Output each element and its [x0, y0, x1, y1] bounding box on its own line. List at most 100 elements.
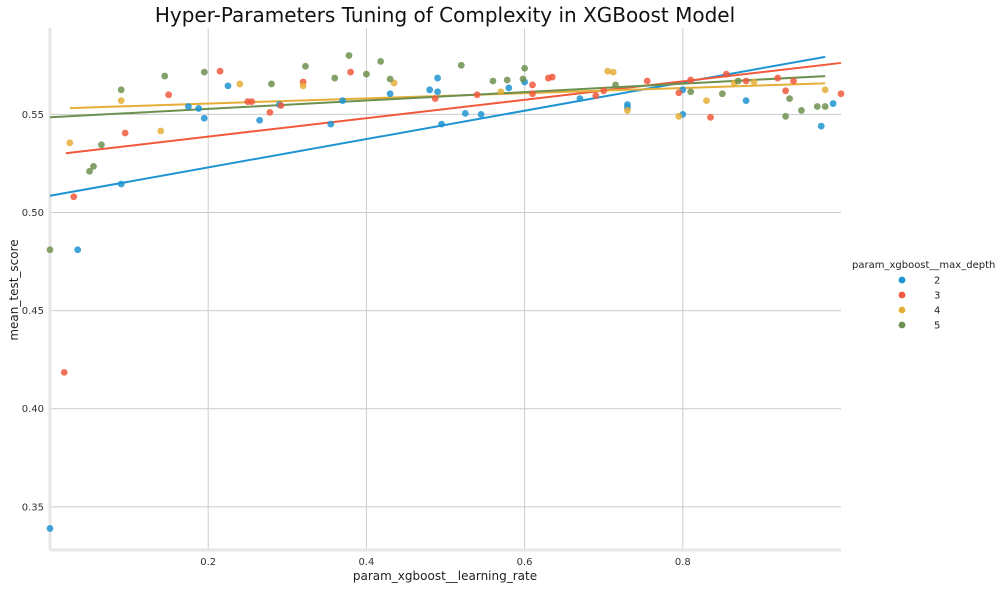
- data-point-5: [268, 80, 275, 88]
- data-point-5: [90, 162, 97, 170]
- y-tick-label: 0.55: [22, 110, 44, 121]
- data-point-3: [742, 77, 750, 85]
- data-point-3: [592, 92, 600, 100]
- data-point-3: [70, 193, 78, 201]
- data-point-2: [74, 246, 82, 254]
- data-point-5: [302, 62, 309, 70]
- data-point-2: [256, 116, 264, 124]
- data-point-5: [734, 77, 742, 85]
- legend-label-5: 5: [934, 321, 940, 332]
- data-point-3: [266, 108, 274, 116]
- data-point-5: [782, 112, 790, 120]
- data-point-2: [386, 90, 394, 98]
- data-point-3: [675, 89, 683, 97]
- trend-line-3: [65, 61, 842, 155]
- data-point-3: [790, 77, 797, 85]
- y-tick-label: 0.40: [22, 404, 44, 415]
- data-point-3: [782, 87, 790, 95]
- y-tick-label: 0.45: [22, 306, 44, 317]
- data-point-2: [742, 97, 750, 105]
- axes: [48, 28, 841, 552]
- data-point-3: [529, 90, 536, 98]
- data-point-4: [609, 68, 617, 76]
- data-point-5: [718, 90, 726, 98]
- data-point-5: [489, 77, 497, 85]
- data-point-5: [457, 61, 465, 69]
- data-point-3: [248, 98, 256, 105]
- data-point-3: [643, 77, 651, 85]
- data-point-5: [521, 64, 528, 72]
- legend-label-4: 4: [934, 306, 940, 317]
- data-point-5: [612, 81, 619, 89]
- data-point-4: [497, 88, 505, 96]
- legend-marker-3: [898, 291, 906, 299]
- data-point-2: [505, 84, 513, 92]
- data-point-3: [722, 70, 730, 78]
- data-point-5: [503, 76, 511, 84]
- data-point-3: [473, 91, 481, 99]
- tick-labels: 0.2 0.4 0.6 0.8 0.35 0.40 0.45 0.50 0.55: [22, 110, 691, 568]
- data-point-4: [604, 67, 612, 75]
- data-point-2: [438, 120, 445, 128]
- data-point-5: [98, 141, 105, 149]
- data-point-2: [477, 110, 485, 118]
- data-point-5: [813, 103, 821, 110]
- data-point-3: [121, 129, 129, 137]
- data-point-5: [200, 68, 208, 76]
- data-point-2: [185, 103, 192, 110]
- trend-lines: [49, 55, 842, 197]
- data-point-3: [60, 369, 68, 376]
- data-point-3: [600, 87, 608, 95]
- data-point-2: [576, 95, 584, 103]
- chart-title: Hyper-Parameters Tuning of Complexity in…: [155, 3, 735, 27]
- data-point-2: [624, 101, 631, 108]
- x-tick-label: 0.8: [675, 557, 691, 568]
- data-point-2: [434, 88, 441, 96]
- data-point-3: [837, 90, 845, 98]
- data-point-4: [299, 82, 307, 90]
- data-point-5: [687, 88, 695, 96]
- data-point-5: [345, 52, 353, 59]
- data-point-5: [519, 75, 527, 83]
- legend: param_xgboost__max_depth 2 3 4 5: [852, 260, 995, 332]
- data-point-5: [86, 167, 93, 175]
- data-point-4: [66, 139, 74, 147]
- data-point-5: [386, 75, 394, 83]
- data-point-5: [117, 86, 125, 94]
- data-point-4: [675, 112, 683, 120]
- data-point-5: [798, 107, 805, 114]
- legend-marker-4: [898, 306, 906, 314]
- data-point-4: [750, 78, 758, 86]
- y-tick-label: 0.50: [22, 208, 44, 219]
- y-tick-label: 0.35: [22, 502, 44, 513]
- data-points: [46, 52, 845, 532]
- data-point-2: [817, 122, 825, 130]
- data-point-5: [786, 95, 793, 103]
- data-point-2: [461, 109, 469, 117]
- data-point-4: [157, 127, 165, 135]
- data-point-3: [347, 68, 354, 76]
- data-point-2: [434, 74, 441, 82]
- data-point-4: [821, 86, 829, 94]
- data-point-5: [46, 246, 54, 254]
- y-axis-label: mean_test_score: [7, 239, 21, 340]
- legend-marker-5: [898, 321, 906, 329]
- data-point-5: [161, 72, 169, 80]
- data-point-2: [195, 105, 203, 112]
- data-point-2: [339, 97, 347, 105]
- data-point-2: [117, 180, 125, 188]
- data-point-3: [277, 102, 285, 109]
- data-point-2: [224, 82, 232, 90]
- data-point-2: [200, 114, 208, 122]
- data-point-3: [548, 73, 556, 81]
- legend-label-3: 3: [934, 291, 940, 302]
- data-point-2: [327, 120, 335, 128]
- data-point-5: [363, 70, 370, 78]
- data-point-5: [377, 57, 385, 65]
- legend-title: param_xgboost__max_depth: [852, 260, 995, 271]
- legend-label-2: 2: [934, 276, 940, 287]
- x-tick-label: 0.2: [200, 557, 216, 568]
- data-point-4: [703, 97, 710, 105]
- data-point-4: [624, 107, 631, 114]
